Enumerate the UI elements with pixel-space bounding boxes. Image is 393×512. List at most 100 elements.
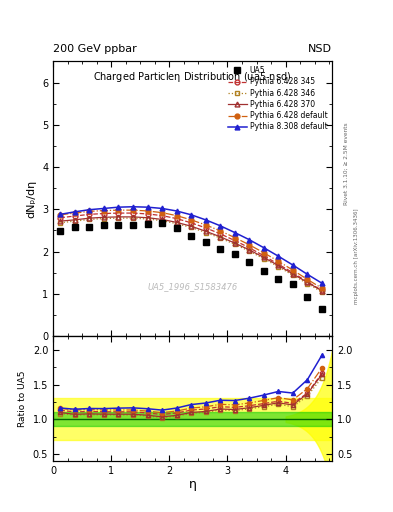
Pythia 6.428 370 — [218, 233, 222, 240]
Pythia 6.428 default — [218, 228, 222, 234]
Pythia 6.428 default — [232, 234, 237, 241]
Pythia 8.308 default — [189, 211, 193, 218]
Text: UA5_1996_S1583476: UA5_1996_S1583476 — [147, 282, 238, 291]
Pythia 6.428 346 — [72, 218, 77, 224]
Pythia 6.428 370 — [130, 214, 135, 220]
Pythia 6.428 345 — [145, 211, 150, 217]
Pythia 6.428 345 — [72, 213, 77, 219]
Pythia 6.428 370 — [320, 288, 324, 294]
Pythia 6.428 default — [130, 207, 135, 213]
Pythia 8.308 default — [305, 271, 310, 278]
Pythia 6.428 345 — [189, 220, 193, 226]
Pythia 8.308 default — [72, 209, 77, 215]
Pythia 6.428 346 — [116, 215, 121, 221]
Pythia 6.428 370 — [87, 215, 92, 221]
Pythia 6.428 default — [174, 212, 179, 219]
Pythia 8.308 default — [58, 211, 62, 218]
Pythia 6.428 346 — [189, 224, 193, 230]
Pythia 6.428 default — [101, 207, 106, 214]
Pythia 8.308 default — [101, 205, 106, 211]
Pythia 6.428 345 — [130, 210, 135, 216]
Pythia 6.428 370 — [72, 217, 77, 223]
Pythia 6.428 345 — [232, 238, 237, 244]
Pythia 8.308 default — [232, 229, 237, 236]
Line: Pythia 6.428 370: Pythia 6.428 370 — [58, 215, 324, 293]
Pythia 6.428 346 — [320, 289, 324, 295]
Pythia 6.428 346 — [305, 281, 310, 287]
Pythia 6.428 346 — [232, 241, 237, 247]
Text: Rivet 3.1.10; ≥ 2.5M events: Rivet 3.1.10; ≥ 2.5M events — [344, 122, 349, 205]
Pythia 6.428 default — [305, 276, 310, 283]
Pythia 6.428 370 — [174, 219, 179, 225]
Line: Pythia 8.308 default: Pythia 8.308 default — [58, 204, 324, 286]
Pythia 6.428 370 — [116, 214, 121, 220]
Line: Pythia 6.428 default: Pythia 6.428 default — [58, 208, 324, 291]
Pythia 6.428 default — [203, 222, 208, 228]
Pythia 6.428 370 — [58, 218, 62, 224]
Pythia 6.428 370 — [160, 217, 164, 223]
Pythia 6.428 default — [72, 210, 77, 216]
Pythia 6.428 default — [189, 217, 193, 223]
Pythia 6.428 370 — [189, 223, 193, 229]
Pythia 6.428 345 — [160, 212, 164, 219]
Pythia 6.428 346 — [130, 215, 135, 221]
Pythia 6.428 370 — [203, 228, 208, 234]
Pythia 6.428 370 — [290, 271, 295, 277]
Pythia 6.428 345 — [116, 210, 121, 216]
Pythia 6.428 370 — [101, 214, 106, 220]
Legend: UA5, Pythia 6.428 345, Pythia 6.428 346, Pythia 6.428 370, Pythia 6.428 default,: UA5, Pythia 6.428 345, Pythia 6.428 346,… — [224, 63, 331, 135]
Pythia 6.428 346 — [247, 248, 252, 254]
Pythia 6.428 346 — [203, 229, 208, 236]
Pythia 8.308 default — [218, 223, 222, 229]
Text: 200 GeV ppbar: 200 GeV ppbar — [53, 44, 137, 54]
Pythia 6.428 370 — [305, 279, 310, 285]
Text: NSD: NSD — [308, 44, 332, 54]
Pythia 6.428 345 — [174, 216, 179, 222]
Text: Charged Particleη Distribution $\mathregular{(ua5\text{-}nsd)}$: Charged Particleη Distribution $\mathreg… — [94, 70, 292, 83]
Pythia 6.428 default — [247, 242, 252, 248]
Pythia 6.428 default — [276, 258, 281, 264]
Pythia 6.428 345 — [87, 211, 92, 218]
Pythia 6.428 345 — [247, 245, 252, 251]
Text: mcplots.cern.ch [arXiv:1306.3436]: mcplots.cern.ch [arXiv:1306.3436] — [354, 208, 359, 304]
Pythia 6.428 345 — [276, 261, 281, 267]
Pythia 6.428 345 — [320, 287, 324, 293]
Pythia 6.428 345 — [290, 269, 295, 275]
Pythia 8.308 default — [145, 204, 150, 210]
X-axis label: η: η — [189, 478, 196, 492]
Pythia 6.428 346 — [58, 220, 62, 226]
Pythia 6.428 default — [160, 209, 164, 216]
Pythia 8.308 default — [320, 280, 324, 286]
Pythia 8.308 default — [116, 204, 121, 210]
Line: Pythia 6.428 345: Pythia 6.428 345 — [58, 210, 324, 293]
Pythia 8.308 default — [203, 217, 208, 223]
Pythia 6.428 370 — [261, 254, 266, 261]
Pythia 8.308 default — [87, 207, 92, 213]
Pythia 6.428 345 — [305, 279, 310, 285]
Pythia 6.428 346 — [276, 264, 281, 270]
Pythia 6.428 345 — [261, 253, 266, 259]
Pythia 6.428 default — [58, 211, 62, 218]
Pythia 6.428 370 — [232, 240, 237, 246]
Pythia 6.428 default — [261, 250, 266, 256]
Pythia 6.428 346 — [174, 221, 179, 227]
Pythia 6.428 default — [116, 207, 121, 213]
Pythia 6.428 346 — [261, 255, 266, 262]
Y-axis label: dNₚ/dη: dNₚ/dη — [26, 180, 37, 218]
Pythia 6.428 370 — [247, 247, 252, 253]
Line: Pythia 6.428 346: Pythia 6.428 346 — [58, 216, 324, 294]
Pythia 8.308 default — [160, 205, 164, 211]
Pythia 6.428 345 — [203, 225, 208, 231]
Pythia 6.428 346 — [290, 272, 295, 278]
Pythia 6.428 default — [87, 208, 92, 215]
Pythia 6.428 346 — [101, 216, 106, 222]
Pythia 6.428 345 — [218, 231, 222, 237]
Y-axis label: Ratio to UA5: Ratio to UA5 — [18, 370, 27, 426]
Pythia 8.308 default — [174, 208, 179, 214]
Pythia 6.428 346 — [87, 217, 92, 223]
Pythia 8.308 default — [261, 245, 266, 251]
Pythia 6.428 370 — [145, 215, 150, 221]
Pythia 8.308 default — [247, 237, 252, 243]
Pythia 6.428 346 — [218, 235, 222, 241]
Pythia 6.428 default — [145, 208, 150, 214]
